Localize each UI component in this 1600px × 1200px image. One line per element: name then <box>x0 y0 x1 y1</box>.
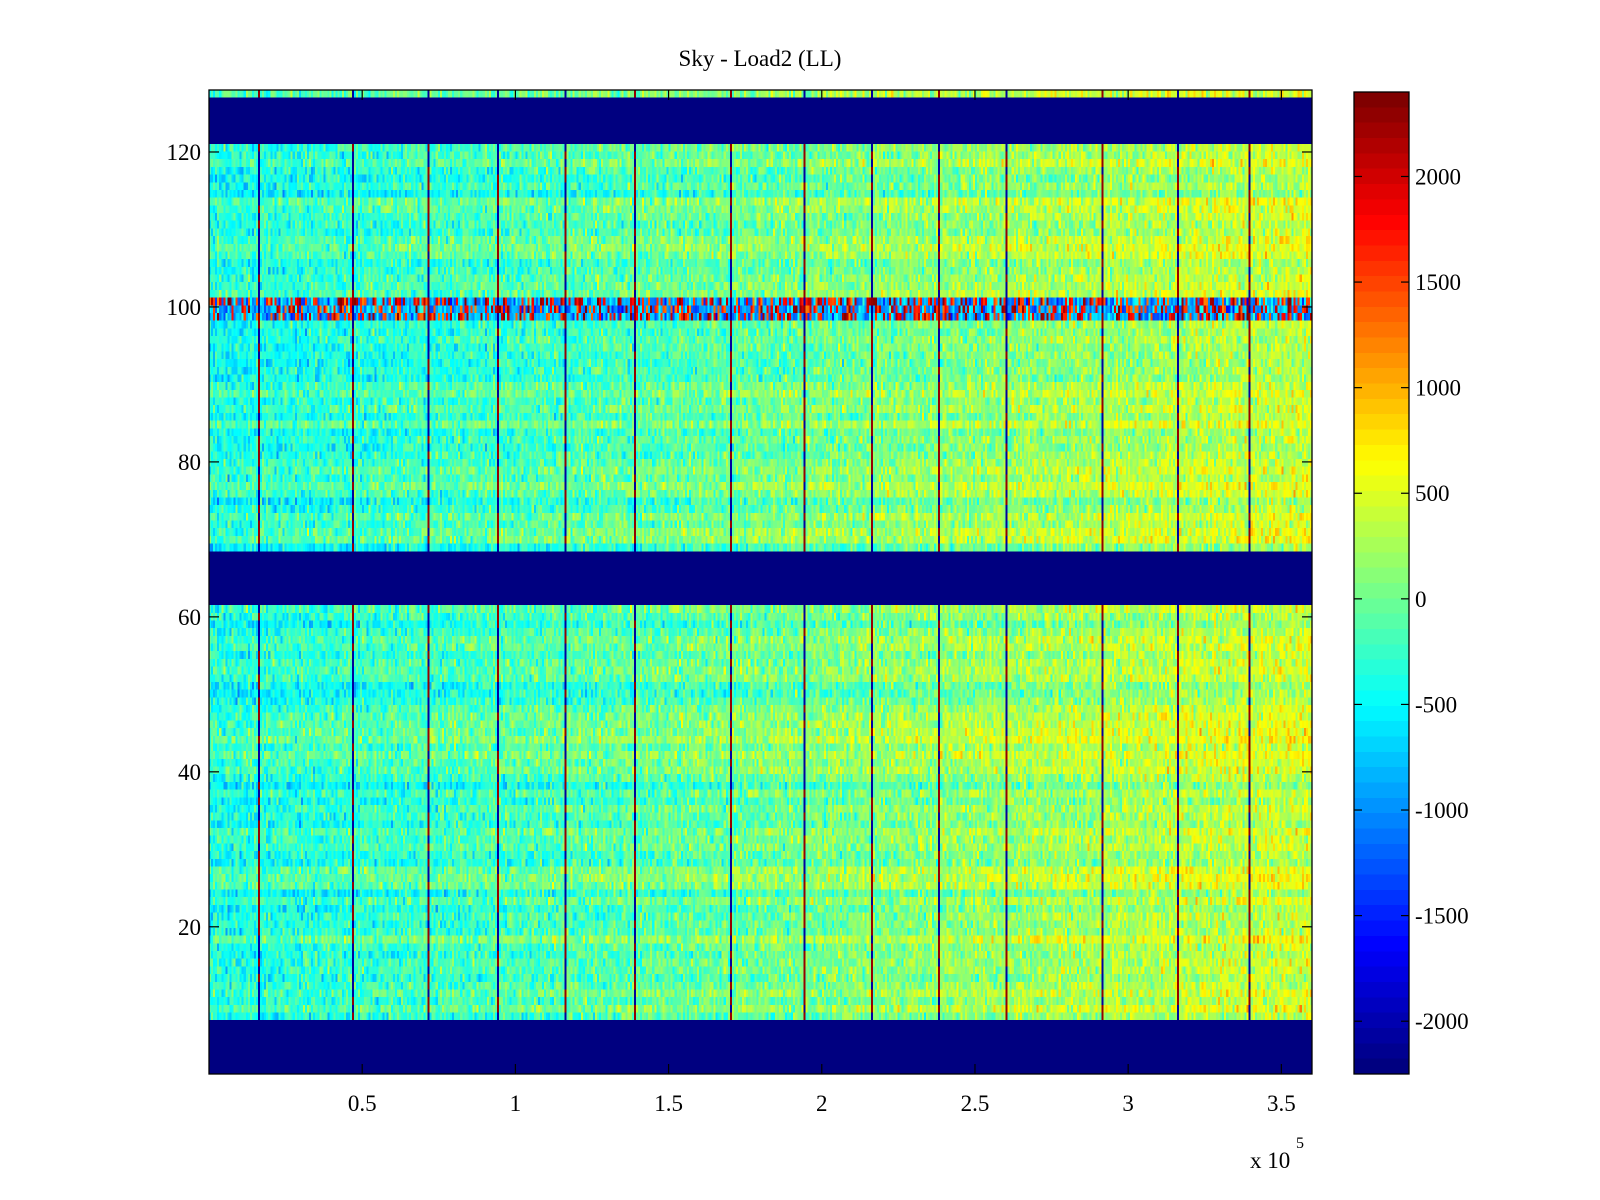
x-tick-label: 1.5 <box>654 1091 683 1116</box>
y-tick-label: 120 <box>167 140 202 165</box>
colorbar-tick-label: -1500 <box>1415 904 1469 929</box>
y-axis: 20 40 60 80 100 120 <box>167 140 1312 940</box>
x-axis: 0.5 1 1.5 2 2.5 3 3.5 <box>348 90 1296 1116</box>
plot-frame <box>208 89 1313 1075</box>
colorbar-tick-label: -500 <box>1415 692 1457 717</box>
heatmap-plot <box>208 89 1313 1075</box>
x-tick-label: 0.5 <box>348 1091 377 1116</box>
x-tick-label: 3.5 <box>1267 1091 1296 1116</box>
heatmap-cells <box>209 90 1312 1074</box>
colorbar-tick-label: 2000 <box>1415 164 1461 189</box>
x-exponent-base: x 10 <box>1250 1148 1290 1173</box>
y-tick-label: 20 <box>178 915 201 940</box>
x-tick-label: 2 <box>816 1091 828 1116</box>
y-tick-label: 100 <box>167 295 202 320</box>
colorbar-gradient <box>1354 92 1409 1074</box>
chart-title: Sky - Load2 (LL) <box>679 46 842 71</box>
colorbar: -2000 -1500 -1000 -500 0 500 1000 1500 2000 <box>1353 91 1469 1075</box>
colorbar-tick-label: 1000 <box>1415 376 1461 401</box>
y-tick-label: 60 <box>178 605 201 630</box>
colorbar-frame <box>1353 91 1410 1075</box>
x-exponent-power: 5 <box>1296 1135 1304 1152</box>
x-tick-label: 1 <box>510 1091 522 1116</box>
x-tick-label: 3 <box>1122 1091 1134 1116</box>
x-tick-label: 2.5 <box>961 1091 990 1116</box>
colorbar-ticks: -2000 -1500 -1000 -500 0 500 1000 1500 2000 <box>1354 164 1469 1034</box>
colorbar-tick-label: 0 <box>1415 587 1427 612</box>
colorbar-tick-label: 500 <box>1415 481 1450 506</box>
x-exponent-label: x 10 5 <box>1250 1135 1304 1173</box>
y-tick-label: 80 <box>178 450 201 475</box>
y-tick-label: 40 <box>178 760 201 785</box>
colorbar-tick-label: -2000 <box>1415 1009 1469 1034</box>
colorbar-tick-label: 1500 <box>1415 270 1461 295</box>
colorbar-tick-label: -1000 <box>1415 798 1469 823</box>
